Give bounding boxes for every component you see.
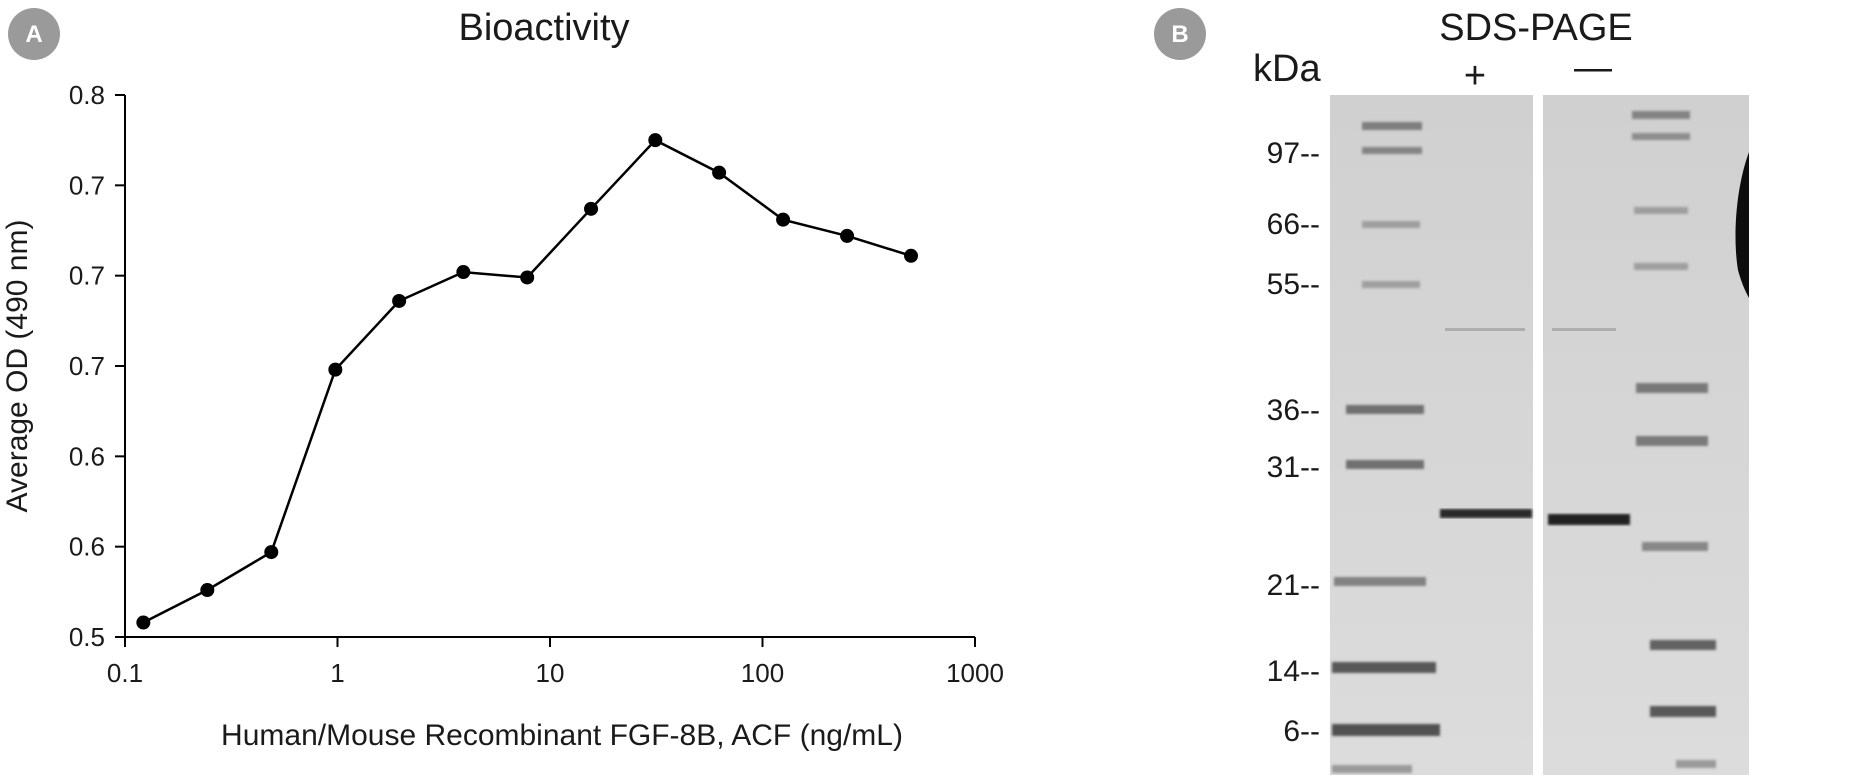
- faint-band: [1552, 328, 1616, 331]
- panel-b-badge-label: B: [1171, 21, 1188, 48]
- ladder-band: [1632, 133, 1690, 140]
- ladder-band: [1332, 724, 1440, 736]
- x-axis-label: Human/Mouse Recombinant FGF-8B, ACF (ng/…: [221, 719, 903, 752]
- y-axis-label: Average OD (490 nm): [1, 220, 34, 513]
- marker-label-14: 14--: [1267, 655, 1320, 688]
- gel-left-section: [1330, 95, 1533, 775]
- y-tick-label: 0.5: [69, 622, 105, 652]
- panel-b-badge: [1154, 8, 1206, 60]
- marker-label-36: 36--: [1267, 394, 1320, 427]
- ladder-band: [1642, 542, 1708, 551]
- y-ticks: 0.5 0.6 0.6 0.7 0.7 0.7 0.8: [69, 80, 125, 652]
- gel-unit-label: kDa: [1253, 48, 1321, 90]
- ladder-band: [1650, 706, 1716, 717]
- data-point: [456, 265, 471, 280]
- panel-b: B SDS-PAGE kDa + —: [1154, 7, 1749, 775]
- data-point: [584, 201, 599, 216]
- data-point: [264, 545, 279, 560]
- ladder-band: [1332, 662, 1436, 673]
- panel-a: A Bioactivity 0.5 0.6 0.6 0.7 0.7 0.7 0.8 0.1 1…: [1, 7, 1004, 752]
- data-point: [840, 228, 855, 243]
- sample-lane-reduced: [1440, 328, 1532, 518]
- ladder-band: [1676, 760, 1716, 768]
- data-point: [328, 362, 343, 377]
- faint-band: [1445, 328, 1525, 331]
- series-polyline: [142, 138, 912, 624]
- lane-label-reduced: +: [1464, 55, 1486, 97]
- panel-a-badge: [8, 8, 60, 60]
- gel-title: SDS-PAGE: [1439, 7, 1633, 49]
- plot-axes: [124, 95, 975, 638]
- ladder-band: [1346, 405, 1424, 414]
- sample-band: [1440, 509, 1532, 518]
- data-point: [136, 615, 151, 630]
- ladder-band: [1332, 765, 1412, 773]
- gel-image: [1330, 95, 1749, 775]
- y-tick-label: 0.7: [69, 261, 105, 291]
- data-point: [520, 270, 535, 285]
- sample-band: [1548, 514, 1630, 525]
- ladder-band: [1362, 122, 1422, 130]
- data-point: [712, 165, 727, 180]
- sample-lane-nonreduced: [1548, 328, 1630, 525]
- data-point: [904, 248, 919, 263]
- x-tick-label: 100: [741, 658, 784, 688]
- x-tick-label: 1000: [946, 658, 1004, 688]
- ladder-band: [1636, 436, 1708, 446]
- ladder-band: [1634, 207, 1688, 214]
- data-point: [200, 583, 215, 598]
- ladder-band: [1650, 640, 1716, 650]
- gel-right-section: [1543, 95, 1749, 775]
- x-ticks: 0.1 1 10 100 1000: [107, 637, 1004, 688]
- data-point: [776, 212, 791, 227]
- marker-label-31: 31--: [1267, 451, 1320, 484]
- marker-label-21: 21--: [1267, 569, 1320, 602]
- series-line: [142, 138, 912, 624]
- marker-label-55: 55--: [1267, 268, 1320, 301]
- series-points: [136, 133, 919, 630]
- ladder-band: [1346, 460, 1424, 469]
- ladder-band: [1362, 147, 1422, 154]
- gel-edge-artifact: [1735, 152, 1749, 298]
- ladder-band: [1632, 111, 1690, 119]
- x-tick-label: 1: [330, 658, 344, 688]
- y-tick-label: 0.8: [69, 80, 105, 110]
- panel-a-badge-label: A: [25, 21, 42, 48]
- y-tick-label: 0.7: [69, 351, 105, 381]
- ladder-lane-right: [1632, 111, 1716, 768]
- data-point: [648, 133, 663, 148]
- ladder-band: [1334, 577, 1426, 586]
- marker-label-66: 66--: [1267, 208, 1320, 241]
- y-tick-label: 0.6: [69, 532, 105, 562]
- ladder-band: [1362, 221, 1420, 228]
- ladder-band: [1636, 383, 1708, 393]
- marker-label-97: 97--: [1267, 137, 1320, 170]
- ladder-band: [1362, 281, 1420, 288]
- data-point: [392, 293, 407, 308]
- x-tick-label: 0.1: [107, 658, 143, 688]
- gel-marker-labels: 97-- 66-- 55-- 36-- 31-- 21-- 14-- 6--: [1267, 137, 1320, 748]
- marker-label-6: 6--: [1283, 715, 1320, 748]
- ladder-band: [1634, 263, 1688, 270]
- lane-label-nonreduced: —: [1574, 47, 1612, 89]
- y-tick-label: 0.7: [69, 170, 105, 200]
- x-tick-label: 10: [536, 658, 565, 688]
- chart-title: Bioactivity: [458, 7, 629, 49]
- y-tick-label: 0.6: [69, 441, 105, 471]
- ladder-lane-left: [1332, 122, 1440, 773]
